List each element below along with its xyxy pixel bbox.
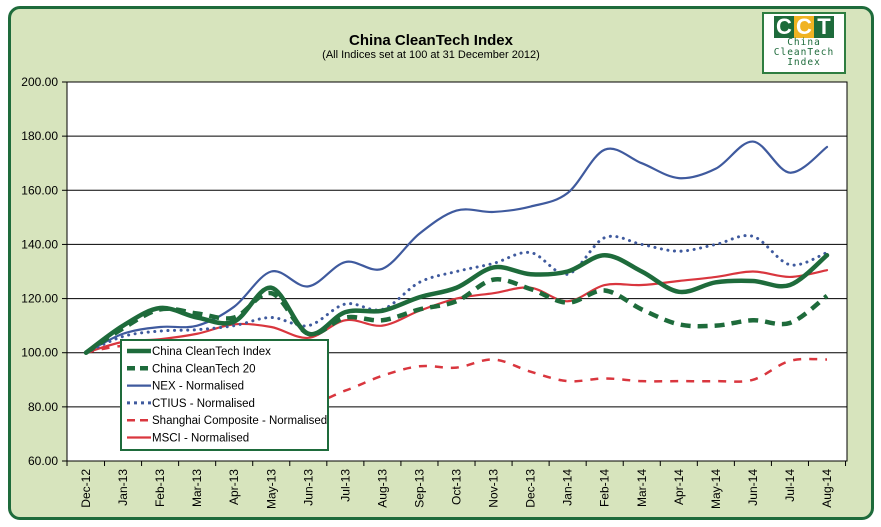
y-tick-label: 100.00 <box>21 346 58 360</box>
logo-letter-t: T <box>814 16 834 38</box>
x-tick-label: Aug-13 <box>375 469 389 508</box>
logo-line-3: Index <box>787 57 821 68</box>
legend-label: CTIUS - Normalised <box>152 398 255 410</box>
x-tick-label: Feb-14 <box>598 469 612 507</box>
x-tick-label: Dec-13 <box>524 469 538 508</box>
logo-letters: C C T <box>764 16 844 38</box>
chart-subtitle: (All Indices set at 100 at 31 December 2… <box>322 49 540 61</box>
y-tick-label: 140.00 <box>21 237 58 251</box>
x-tick-label: May-13 <box>264 469 278 509</box>
x-tick-label: Jan-13 <box>116 469 130 506</box>
y-tick-label: 180.00 <box>21 129 58 143</box>
y-axis: 60.00 80.00 100.00 120.00 140.00 160.00 180.00… <box>21 75 67 468</box>
logo-line-1: China <box>787 37 821 48</box>
legend-label: MSCI - Normalised <box>152 433 249 445</box>
x-tick-label: Dec-12 <box>79 469 93 508</box>
x-tick-label: Jul-14 <box>783 469 797 502</box>
y-tick-label: 160.00 <box>21 183 58 197</box>
x-tick-label: Nov-13 <box>487 469 501 508</box>
series-group <box>83 140 830 404</box>
logo-letter-c1: C <box>774 16 794 38</box>
legend-box <box>120 339 329 451</box>
x-axis: Dec-12 Jan-13 Feb-13 Mar-13 Apr-13 May-13 Jun-… <box>66 461 847 509</box>
x-tick-label: Jun-14 <box>746 469 760 506</box>
y-tick-label: 60.00 <box>28 454 58 468</box>
legend: China CleanTech Index China CleanTech 20 N… <box>120 339 329 451</box>
x-tick-label: Aug-14 <box>820 469 834 508</box>
x-tick-label: Jul-13 <box>338 469 352 502</box>
logo-letter-c2: C <box>794 16 814 38</box>
x-tick-label: Mar-14 <box>635 469 649 507</box>
legend-label: China CleanTech Index <box>152 346 271 358</box>
x-tick-label: Sep-13 <box>412 469 426 508</box>
x-tick-label: Feb-13 <box>153 469 167 507</box>
legend-label: NEX - Normalised <box>152 381 244 393</box>
x-tick-label: Mar-13 <box>190 469 204 507</box>
y-tick-label: 120.00 <box>21 292 58 306</box>
y-tick-label: 80.00 <box>28 400 58 414</box>
logo-line-2: CleanTech <box>773 47 835 58</box>
x-tick-label: Oct-13 <box>450 469 464 505</box>
x-tick-label: Jun-13 <box>301 469 315 506</box>
legend-label: Shanghai Composite - Normalised <box>152 415 327 427</box>
series-line-china-cleantech-index <box>83 253 830 355</box>
x-tick-label: Apr-13 <box>227 469 241 505</box>
cct-logo: C C T China CleanTech Index <box>762 12 846 74</box>
x-tick-label: Jan-14 <box>561 469 575 506</box>
chart-title: China CleanTech Index <box>349 32 514 49</box>
x-tick-label: May-14 <box>709 469 723 509</box>
legend-label: China CleanTech 20 <box>152 363 256 375</box>
x-tick-label: Apr-14 <box>672 469 686 505</box>
y-tick-label: 200.00 <box>21 75 58 89</box>
